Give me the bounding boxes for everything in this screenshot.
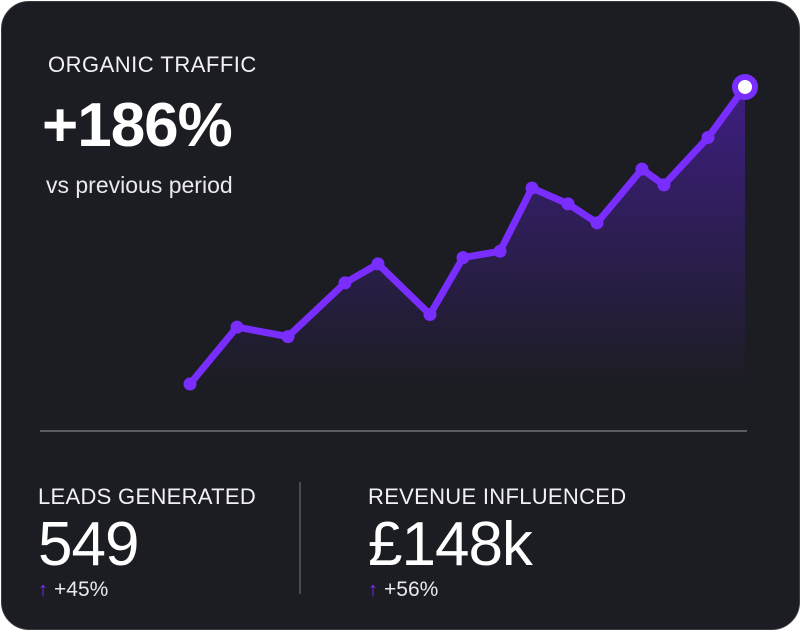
metric-revenue-influenced: REVENUE INFLUENCED £148k ↑ +56% — [368, 484, 626, 602]
metric-change-value: +45% — [54, 578, 109, 601]
chart-point — [701, 131, 715, 145]
metric-change-value: +56% — [384, 578, 439, 601]
headline-percentage: +186% — [42, 91, 233, 160]
up-arrow-icon: ↑ — [38, 578, 48, 601]
chart-point — [493, 244, 507, 258]
metric-value: 549 — [38, 510, 139, 579]
metric-change: ↑ +45% — [38, 578, 256, 602]
horizontal-divider — [40, 430, 747, 432]
vertical-divider — [299, 482, 301, 594]
chart-point — [590, 216, 604, 230]
chart-point — [371, 257, 385, 271]
up-arrow-icon: ↑ — [368, 578, 378, 601]
card-title: ORGANIC TRAFFIC — [48, 52, 257, 77]
metric-label: REVENUE INFLUENCED — [368, 484, 627, 509]
chart-point — [657, 178, 671, 192]
chart-area-fill — [190, 86, 745, 385]
metric-label: LEADS GENERATED — [38, 484, 257, 509]
chart-point — [230, 320, 244, 334]
metric-value: £148k — [368, 510, 533, 579]
metric-change: ↑ +56% — [368, 578, 626, 602]
chart-point — [456, 251, 470, 265]
chart-point — [183, 377, 197, 391]
comparison-subtitle: vs previous period — [46, 172, 233, 198]
chart-point — [281, 330, 295, 344]
chart-point — [423, 307, 437, 321]
chart-point — [338, 276, 352, 290]
chart-point — [635, 162, 649, 176]
metric-leads-generated: LEADS GENERATED 549 ↑ +45% — [38, 484, 256, 602]
chart-point — [561, 197, 575, 211]
chart-point-latest — [732, 73, 758, 100]
chart-point — [525, 181, 539, 195]
